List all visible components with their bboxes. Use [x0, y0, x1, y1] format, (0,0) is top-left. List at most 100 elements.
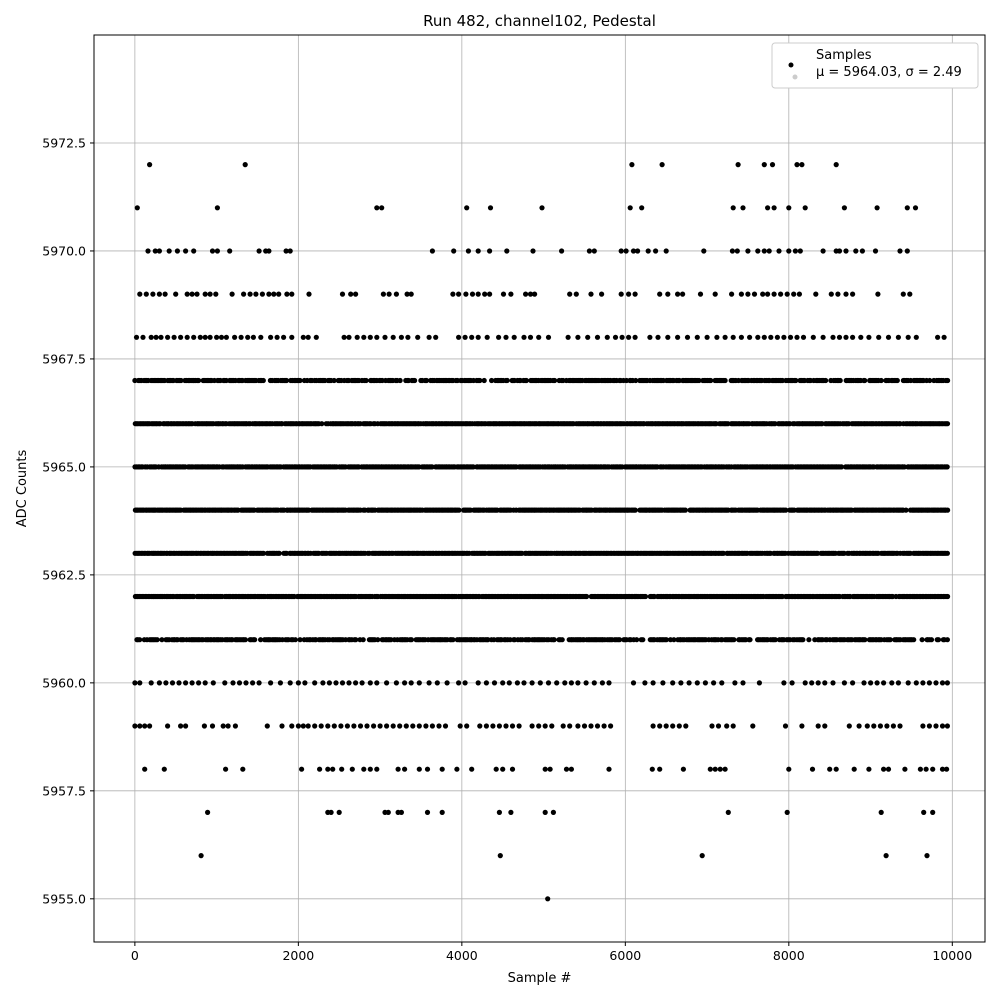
data-point [147, 162, 153, 168]
data-point [319, 421, 325, 427]
data-point [670, 680, 676, 686]
legend: Samples μ = 5964.03, σ = 2.49 [771, 42, 979, 89]
data-point [583, 680, 589, 686]
data-point [133, 334, 140, 340]
data-point [384, 680, 390, 686]
data-point [197, 334, 203, 340]
data-point [920, 723, 926, 729]
data-point [142, 766, 148, 772]
data-point [184, 334, 190, 340]
data-point [549, 723, 555, 729]
data-point [639, 205, 645, 211]
data-point [660, 680, 666, 686]
data-point [260, 377, 266, 384]
data-point [295, 680, 301, 686]
data-point [655, 334, 661, 340]
data-point [765, 205, 771, 211]
data-point [766, 248, 772, 254]
data-point [606, 766, 612, 772]
data-point [853, 248, 859, 254]
data-point [897, 248, 903, 254]
data-point [379, 205, 385, 211]
data-point [484, 334, 490, 340]
data-point [390, 723, 396, 729]
data-point [581, 723, 588, 729]
data-point [629, 162, 635, 168]
data-point [213, 291, 219, 297]
data-point [630, 248, 637, 254]
data-point [878, 809, 884, 816]
data-point [920, 680, 926, 686]
data-point [872, 248, 879, 254]
data-point [562, 680, 568, 686]
data-point [346, 680, 352, 686]
data-point [617, 637, 623, 643]
data-point [786, 766, 792, 772]
data-point [802, 680, 808, 686]
data-point [945, 507, 951, 513]
data-point [223, 766, 229, 772]
data-point [331, 377, 337, 384]
data-point [877, 723, 884, 729]
data-point [722, 766, 728, 772]
data-point [830, 334, 836, 340]
data-point [171, 334, 177, 340]
data-point [933, 723, 939, 729]
data-point [439, 809, 445, 816]
data-point [930, 766, 936, 772]
data-point [456, 291, 462, 297]
data-point [675, 334, 681, 340]
data-point [191, 248, 197, 254]
data-point [268, 334, 274, 340]
data-point [875, 291, 881, 297]
data-point [794, 162, 800, 168]
data-point [747, 637, 753, 643]
legend-marker [788, 62, 794, 68]
data-point [802, 205, 808, 211]
data-point [523, 291, 529, 297]
data-point [797, 248, 803, 254]
data-point [551, 637, 557, 643]
data-point [921, 809, 927, 816]
x-tick-label: 2000 [282, 948, 314, 963]
data-point [276, 550, 282, 556]
y-tick-label: 5965.0 [42, 459, 86, 474]
data-point [236, 680, 243, 686]
data-point [650, 723, 656, 729]
data-point [412, 377, 418, 384]
data-point [137, 637, 143, 643]
data-point [559, 248, 565, 254]
data-point [374, 680, 380, 686]
data-point [300, 334, 306, 340]
data-point [606, 680, 612, 686]
data-point [841, 205, 848, 211]
data-point [527, 334, 534, 340]
data-point [325, 723, 331, 729]
data-point [500, 766, 506, 772]
data-point [874, 680, 880, 686]
data-point [374, 766, 380, 772]
data-point [560, 723, 566, 729]
data-point [591, 248, 597, 254]
data-point [202, 680, 208, 686]
data-point [623, 248, 629, 254]
data-point [521, 334, 527, 340]
data-point [243, 680, 249, 686]
data-point [887, 637, 893, 643]
data-point [292, 637, 298, 643]
data-point [539, 205, 545, 211]
plot-frame [93, 34, 986, 943]
data-point [608, 723, 614, 729]
data-point [740, 680, 746, 686]
data-point [944, 550, 951, 556]
data-point [328, 809, 334, 816]
data-point [612, 334, 619, 340]
data-point [926, 680, 933, 686]
data-point [312, 723, 318, 729]
data-point [861, 680, 867, 686]
data-point [348, 291, 354, 297]
data-point [416, 723, 422, 729]
data-point [601, 723, 607, 729]
data-point [889, 680, 895, 686]
data-point [782, 723, 789, 729]
